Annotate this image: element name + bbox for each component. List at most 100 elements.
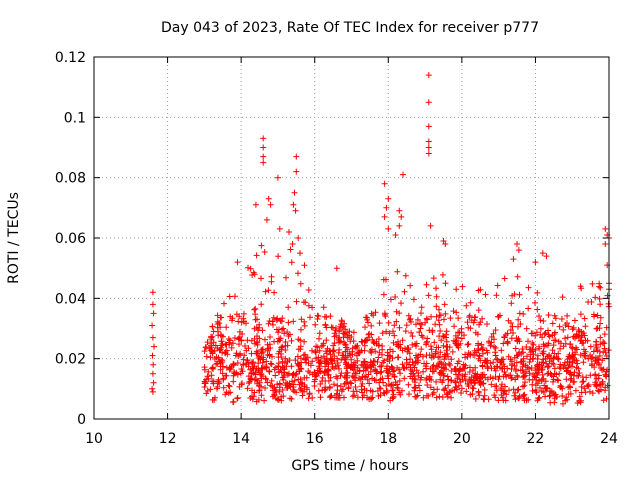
- data-point: [391, 322, 398, 329]
- data-point: [366, 330, 373, 337]
- data-point: [393, 308, 400, 315]
- data-point: [231, 370, 238, 377]
- data-point: [242, 343, 248, 349]
- data-point: [563, 394, 570, 401]
- data-point: [240, 315, 247, 322]
- data-point: [476, 352, 483, 359]
- data-point: [266, 352, 273, 359]
- data-point: [413, 343, 419, 350]
- data-point: [220, 376, 227, 383]
- data-point: [524, 353, 530, 360]
- data-point: [285, 304, 292, 311]
- data-point: [376, 385, 383, 392]
- data-point: [390, 368, 396, 375]
- data-point: [320, 304, 327, 311]
- data-point: [443, 347, 450, 354]
- data-point: [449, 348, 456, 355]
- data-point: [150, 310, 157, 317]
- x-tick-label: 18: [379, 431, 397, 447]
- data-point: [557, 340, 564, 347]
- data-point: [278, 354, 285, 360]
- data-point: [519, 383, 526, 390]
- data-point: [353, 388, 360, 395]
- data-point: [349, 393, 356, 400]
- data-point: [385, 319, 392, 326]
- data-point: [567, 377, 574, 384]
- data-point: [323, 324, 330, 331]
- data-point: [462, 351, 469, 358]
- data-point: [533, 389, 540, 396]
- data-point: [267, 382, 274, 389]
- data-point: [441, 333, 447, 340]
- data-point: [312, 348, 319, 355]
- data-point: [569, 345, 576, 352]
- data-point: [207, 354, 214, 361]
- data-point: [324, 368, 331, 375]
- data-point: [584, 382, 591, 389]
- data-point: [365, 319, 371, 326]
- data-point: [149, 289, 156, 296]
- data-point: [252, 305, 259, 312]
- data-point: [226, 383, 233, 390]
- data-point: [596, 295, 603, 302]
- data-point: [260, 159, 267, 166]
- data-point: [218, 314, 225, 321]
- data-point: [414, 316, 421, 323]
- data-point: [359, 380, 366, 387]
- data-point: [369, 336, 376, 343]
- data-point: [515, 247, 522, 254]
- data-point: [428, 346, 435, 353]
- data-point: [392, 294, 399, 300]
- data-point: [447, 388, 454, 395]
- data-point: [469, 391, 476, 397]
- data-point: [425, 393, 432, 399]
- data-point: [380, 389, 387, 396]
- data-point: [149, 388, 156, 395]
- data-point: [232, 352, 239, 359]
- data-point: [540, 318, 547, 324]
- data-point: [389, 355, 396, 362]
- data-point: [278, 344, 285, 351]
- data-point: [414, 354, 421, 361]
- data-point: [307, 362, 314, 369]
- data-point: [366, 380, 373, 387]
- data-point: [411, 387, 418, 394]
- data-point: [287, 246, 294, 253]
- data-point: [423, 315, 430, 322]
- data-point: [456, 329, 463, 336]
- data-point: [439, 379, 446, 386]
- data-point: [239, 380, 245, 387]
- data-point: [360, 367, 367, 374]
- data-point: [594, 312, 601, 319]
- data-point: [453, 286, 460, 293]
- data-point: [445, 382, 452, 389]
- data-point: [562, 322, 569, 329]
- data-point: [226, 366, 233, 373]
- data-point: [203, 390, 210, 397]
- data-point: [346, 328, 353, 335]
- y-tick-label: 0.08: [55, 171, 86, 187]
- data-point: [596, 280, 603, 287]
- data-point: [475, 388, 482, 395]
- data-point: [388, 381, 395, 388]
- data-point: [535, 395, 542, 402]
- data-point: [422, 319, 429, 326]
- data-point: [494, 363, 501, 370]
- data-point: [343, 361, 350, 368]
- data-point: [459, 365, 466, 372]
- chart-title: Day 043 of 2023, Rate Of TEC Index for r…: [161, 20, 539, 36]
- data-point: [591, 313, 598, 320]
- data-point: [577, 311, 584, 318]
- data-point: [234, 395, 241, 402]
- data-point: [252, 311, 259, 318]
- data-point: [550, 378, 556, 385]
- data-point: [560, 343, 567, 350]
- data-point: [425, 292, 432, 299]
- data-point: [452, 378, 459, 385]
- data-point: [395, 354, 402, 361]
- data-point: [290, 201, 297, 208]
- y-tick-label: 0.1: [64, 110, 86, 126]
- data-point: [490, 330, 497, 337]
- x-axis: 10 12 14 16 18 20 22 24: [85, 57, 618, 447]
- data-point: [270, 321, 276, 328]
